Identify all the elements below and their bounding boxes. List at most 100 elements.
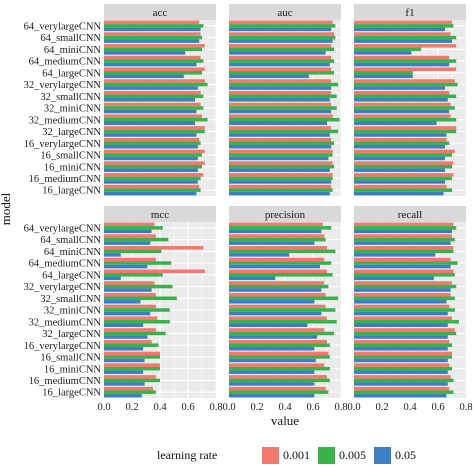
bar-recall-32_mediumCNN-0.001 bbox=[354, 316, 452, 320]
bar-f1-16_smallCNN-0.001 bbox=[354, 149, 455, 154]
bar-recall-16_largeCNN-0.05 bbox=[354, 393, 447, 398]
bar-f1-16_mediumCNN-0.005 bbox=[354, 176, 452, 181]
bar-mcc-16_largeCNN-0.005 bbox=[104, 390, 156, 394]
bar-acc-64_smallCNN-0.05 bbox=[104, 39, 200, 43]
bar-auc-64_verylargeCNN-0.05 bbox=[229, 27, 332, 32]
bar-acc-16_mediumCNN-0.05 bbox=[104, 180, 198, 184]
bar-mcc-64_mediumCNN-0.005 bbox=[104, 261, 172, 265]
bar-recall-32_miniCNN-0.005 bbox=[354, 308, 455, 312]
bar-auc-32_smallCNN-0.001 bbox=[229, 90, 332, 95]
bar-precision-16_mediumCNN-0.001 bbox=[229, 375, 327, 379]
bar-acc-64_miniCNN-0.005 bbox=[104, 47, 202, 52]
bar-recall-32_verylargeCNN-0.05 bbox=[354, 288, 451, 292]
facet-strip-label: precision bbox=[265, 209, 306, 221]
bar-mcc-64_smallCNN-0.001 bbox=[104, 234, 156, 238]
bar-auc-64_miniCNN-0.001 bbox=[229, 44, 332, 48]
bar-f1-16_verylargeCNN-0.005 bbox=[354, 141, 450, 145]
bar-acc-16_mediumCNN-0.005 bbox=[104, 176, 201, 181]
bar-precision-64_miniCNN-0.005 bbox=[229, 249, 336, 254]
x-axis-title: value bbox=[271, 413, 299, 428]
y-axis-title: model bbox=[0, 192, 13, 225]
y-tick-label: 64_smallCNN bbox=[40, 33, 101, 44]
bar-recall-64_largeCNN-0.001 bbox=[354, 269, 454, 274]
bar-mcc-16_smallCNN-0.001 bbox=[104, 351, 160, 356]
legend-label: 0.005 bbox=[339, 448, 366, 462]
bar-recall-32_smallCNN-0.05 bbox=[354, 300, 447, 304]
y-tick-label: 64_mediumCNN bbox=[29, 57, 102, 68]
bar-acc-32_mediumCNN-0.05 bbox=[104, 121, 195, 126]
bar-acc-32_miniCNN-0.005 bbox=[104, 106, 204, 110]
bar-precision-32_verylargeCNN-0.05 bbox=[229, 288, 322, 292]
bar-precision-32_miniCNN-0.005 bbox=[229, 308, 336, 312]
bar-mcc-32_verylargeCNN-0.005 bbox=[104, 284, 173, 289]
bar-precision-64_verylargeCNN-0.001 bbox=[229, 222, 323, 227]
facet-strip-label: f1 bbox=[405, 7, 414, 19]
bar-acc-64_miniCNN-0.05 bbox=[104, 51, 186, 55]
bar-precision-32_mediumCNN-0.001 bbox=[229, 316, 327, 320]
bar-f1-32_largeCNN-0.001 bbox=[354, 126, 457, 130]
bar-recall-64_miniCNN-0.005 bbox=[354, 249, 454, 254]
facet-strip bbox=[104, 206, 216, 222]
bar-precision-64_mediumCNN-0.001 bbox=[229, 257, 325, 262]
bar-mcc-16_largeCNN-0.05 bbox=[104, 393, 142, 398]
bar-auc-64_largeCNN-0.05 bbox=[229, 74, 309, 79]
bar-acc-32_miniCNN-0.001 bbox=[104, 102, 201, 107]
bar-f1-64_mediumCNN-0.001 bbox=[354, 55, 450, 60]
bar-f1-16_largeCNN-0.005 bbox=[354, 188, 452, 192]
bar-precision-32_verylargeCNN-0.005 bbox=[229, 284, 329, 289]
bar-auc-16_verylargeCNN-0.005 bbox=[229, 141, 334, 145]
bar-f1-64_verylargeCNN-0.05 bbox=[354, 27, 445, 32]
bar-mcc-64_verylargeCNN-0.001 bbox=[104, 222, 155, 227]
bar-recall-32_verylargeCNN-0.005 bbox=[354, 284, 457, 289]
bar-recall-32_miniCNN-0.05 bbox=[354, 311, 448, 316]
bar-mcc-32_smallCNN-0.05 bbox=[104, 300, 141, 304]
bar-acc-64_verylargeCNN-0.05 bbox=[104, 27, 201, 32]
bar-auc-32_miniCNN-0.001 bbox=[229, 102, 332, 107]
bar-f1-16_verylargeCNN-0.001 bbox=[354, 137, 447, 142]
bar-f1-32_smallCNN-0.001 bbox=[354, 90, 450, 95]
bar-mcc-64_miniCNN-0.05 bbox=[104, 253, 121, 257]
bar-auc-32_verylargeCNN-0.05 bbox=[229, 86, 332, 90]
bar-mcc-32_miniCNN-0.05 bbox=[104, 311, 151, 316]
bar-recall-16_largeCNN-0.005 bbox=[354, 390, 454, 394]
facet-strip bbox=[229, 206, 341, 222]
x-tick-label: 0.0 bbox=[347, 402, 360, 413]
bar-acc-64_mediumCNN-0.05 bbox=[104, 62, 197, 67]
bar-precision-32_smallCNN-0.05 bbox=[229, 300, 315, 304]
bar-mcc-64_miniCNN-0.001 bbox=[104, 246, 204, 250]
bar-precision-64_largeCNN-0.005 bbox=[229, 273, 333, 277]
bar-auc-16_mediumCNN-0.05 bbox=[229, 180, 332, 184]
bar-mcc-64_largeCNN-0.05 bbox=[104, 276, 121, 281]
bar-auc-32_verylargeCNN-0.001 bbox=[229, 79, 332, 83]
bar-f1-32_mediumCNN-0.001 bbox=[354, 114, 451, 118]
bar-mcc-32_largeCNN-0.05 bbox=[104, 335, 148, 339]
bar-acc-32_smallCNN-0.05 bbox=[104, 98, 195, 102]
bar-auc-64_smallCNN-0.005 bbox=[229, 35, 336, 40]
bar-f1-64_verylargeCNN-0.001 bbox=[354, 20, 452, 25]
bar-acc-16_largeCNN-0.005 bbox=[104, 188, 201, 192]
bar-precision-32_miniCNN-0.05 bbox=[229, 311, 322, 316]
y-tick-label: 16_mediumCNN bbox=[29, 174, 102, 185]
bar-precision-64_smallCNN-0.001 bbox=[229, 234, 325, 238]
legend-swatch bbox=[374, 447, 391, 464]
bar-auc-32_mediumCNN-0.001 bbox=[229, 114, 333, 118]
bar-precision-16_verylargeCNN-0.005 bbox=[229, 343, 330, 347]
bar-mcc-16_largeCNN-0.001 bbox=[104, 386, 153, 391]
bar-acc-16_verylargeCNN-0.005 bbox=[104, 141, 201, 145]
bar-acc-16_miniCNN-0.001 bbox=[104, 161, 205, 165]
y-tick-label: 32_miniCNN bbox=[44, 306, 102, 317]
panel-acc: acc bbox=[103, 4, 217, 196]
bar-auc-16_miniCNN-0.005 bbox=[229, 164, 334, 169]
bar-recall-64_smallCNN-0.001 bbox=[354, 234, 452, 238]
bar-acc-32_mediumCNN-0.001 bbox=[104, 114, 202, 118]
bar-auc-64_largeCNN-0.001 bbox=[229, 67, 332, 72]
bar-precision-16_largeCNN-0.005 bbox=[229, 390, 329, 394]
bar-precision-32_largeCNN-0.05 bbox=[229, 335, 318, 339]
bar-acc-16_smallCNN-0.001 bbox=[104, 149, 205, 154]
bar-recall-16_verylargeCNN-0.05 bbox=[354, 346, 448, 351]
bar-auc-32_mediumCNN-0.005 bbox=[229, 117, 340, 122]
bar-f1-16_smallCNN-0.005 bbox=[354, 153, 452, 157]
bar-auc-16_largeCNN-0.005 bbox=[229, 188, 333, 192]
bar-f1-64_smallCNN-0.005 bbox=[354, 35, 457, 40]
bar-acc-32_verylargeCNN-0.05 bbox=[104, 86, 198, 90]
